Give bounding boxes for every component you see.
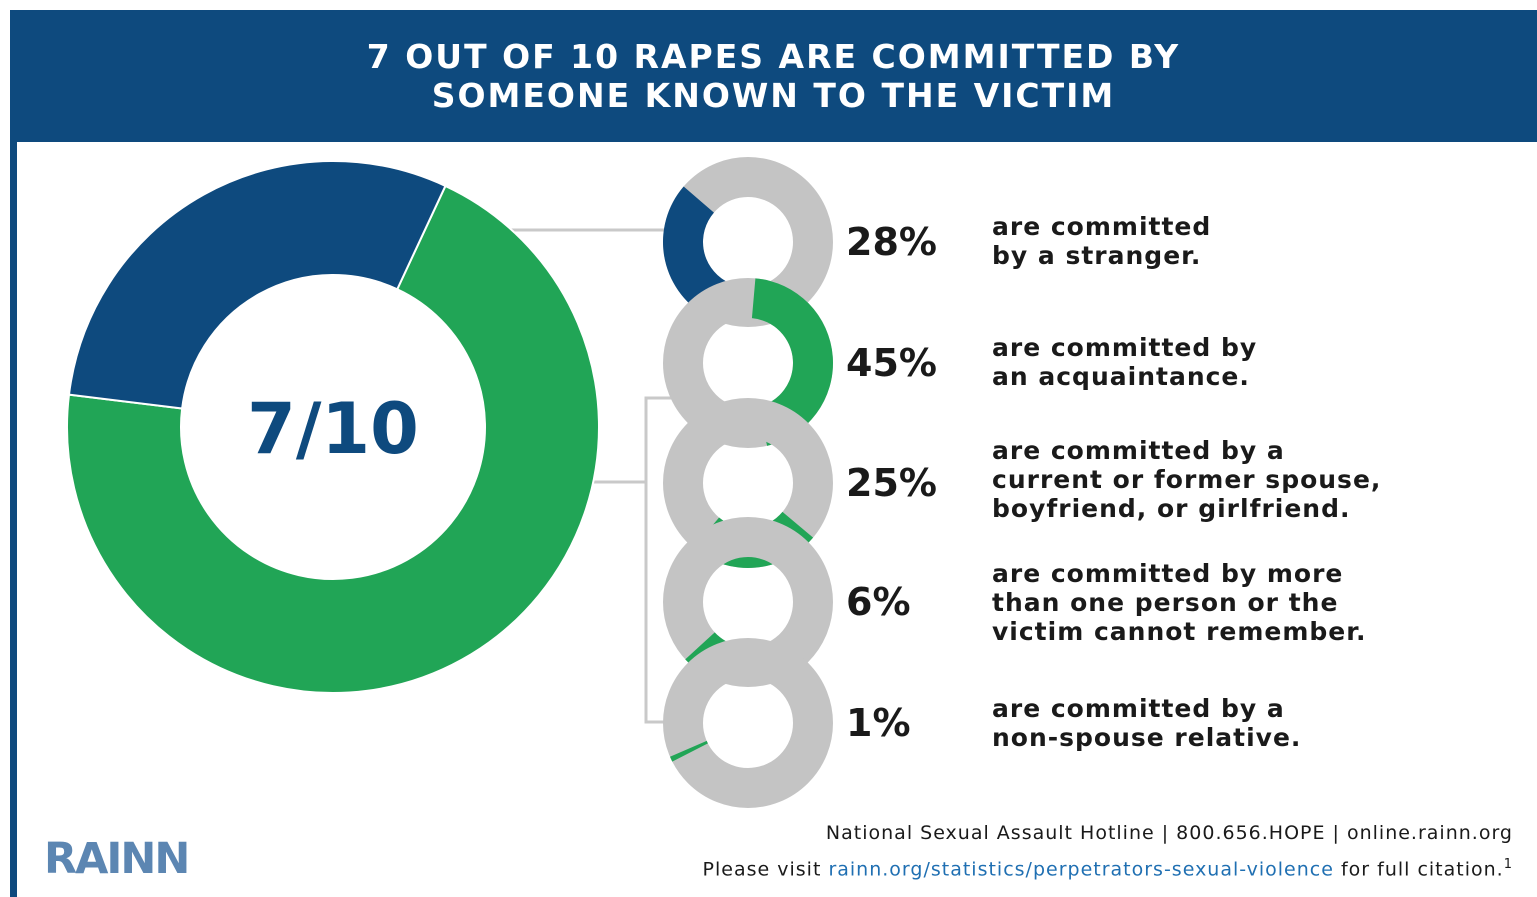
stat-description: are committed by a stranger. — [992, 212, 1211, 270]
stat-percent: 6% — [846, 580, 911, 624]
stat-row: 6% are committed by more than one person o… — [0, 0, 1537, 646]
stat-description-line: are committed by — [992, 333, 1258, 362]
citation-text: Please visit rainn.org/statistics/perpet… — [703, 857, 1513, 880]
stat-description-line: current or former spouse, — [992, 465, 1382, 494]
connector-known-bottom — [644, 482, 665, 724]
stat-description-line: are committed by a — [992, 694, 1285, 723]
big-donut-chart — [66, 160, 600, 694]
stat-description-line: are committed by a — [992, 436, 1285, 465]
headline-line-2: SOMEONE KNOWN TO THE VICTIM — [431, 76, 1116, 115]
stat-percent: 45% — [846, 341, 937, 385]
stat-description-line: boyfriend, or girlfriend. — [992, 494, 1351, 523]
citation-prefix: Please visit — [702, 858, 829, 881]
stat-description: are committed by a non-spouse relative. — [992, 694, 1301, 752]
small-donut-value-segment — [663, 186, 726, 316]
stat-percent: 28% — [846, 220, 937, 264]
small-donut-charts — [663, 157, 833, 808]
stat-description-line: an acquaintance. — [992, 362, 1250, 391]
stat-description-line: victim cannot remember. — [992, 617, 1367, 646]
small-donut-track — [663, 638, 833, 808]
rainn-logo: RAINN — [44, 834, 190, 884]
citation-link[interactable]: rainn.org/statistics/perpetrators-sexual… — [828, 858, 1334, 881]
big-donut-label: 7/10 — [247, 388, 419, 470]
big-donut-stranger-segment — [67, 160, 447, 410]
stat-row: 45% are committed by an acquaintance. — [0, 0, 1537, 391]
stat-description-line: non-spouse relative. — [992, 723, 1302, 752]
stat-description-line: than one person or the — [992, 588, 1339, 617]
infographic-frame: 7 OUT OF 10 RAPES ARE COMMITTED BY SOMEO… — [10, 10, 1537, 897]
stat-percent: 1% — [846, 701, 911, 745]
stat-row: 28% are committed by a stranger. — [0, 0, 1537, 270]
citation-suffix: for full citation. — [1333, 858, 1504, 881]
small-donut-value-segment — [669, 740, 708, 762]
stat-description: are committed by a current or former spou… — [992, 436, 1381, 523]
big-donut-known-segment — [66, 184, 600, 694]
stat-description-line: are committed by more — [992, 559, 1344, 588]
headline-line-1: 7 OUT OF 10 RAPES ARE COMMITTED BY — [366, 37, 1181, 76]
hotline-text: National Sexual Assault Hotline | 800.65… — [825, 822, 1513, 844]
stat-percent: 25% — [846, 461, 937, 505]
connector-known-top — [580, 396, 680, 484]
stat-description: are committed by an acquaintance. — [992, 333, 1257, 391]
small-donut — [663, 638, 833, 808]
stat-description-line: are committed — [992, 212, 1212, 241]
citation-footnote: 1 — [1503, 857, 1513, 872]
stat-description: are committed by more than one person or … — [992, 559, 1367, 646]
stat-row: 25% are committed by a current or former s… — [0, 0, 1537, 523]
stat-row: 1% are committed by a non-spouse relative. — [0, 0, 1537, 752]
header-banner: 7 OUT OF 10 RAPES ARE COMMITTED BY SOMEO… — [10, 10, 1537, 142]
stat-description-line: by a stranger. — [992, 241, 1202, 270]
